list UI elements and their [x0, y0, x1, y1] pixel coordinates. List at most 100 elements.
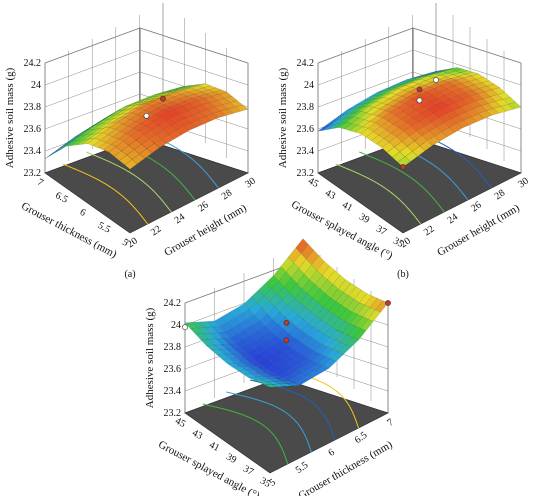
surface-facet	[401, 136, 415, 147]
surface-facet	[423, 122, 437, 132]
surface-facet	[382, 87, 396, 92]
surface-facet	[415, 105, 429, 115]
y-tick-label: 39	[224, 452, 238, 466]
surface-facet	[419, 75, 434, 81]
surface-facet	[332, 274, 346, 290]
surface-facet	[349, 314, 363, 327]
surface-facet	[310, 302, 324, 317]
surface-facet	[309, 270, 323, 285]
surface-facet	[451, 88, 466, 96]
surface-facet	[213, 344, 227, 350]
surface-facet	[286, 382, 300, 387]
surface-facet	[433, 85, 448, 93]
y-tick-label: 41	[207, 440, 221, 454]
surface-facet	[77, 127, 91, 137]
surface-facet	[252, 369, 267, 374]
surface-facet	[380, 89, 394, 96]
surface-facet	[398, 122, 412, 132]
z-tick-label: 24	[304, 80, 314, 91]
contour-line	[359, 151, 445, 213]
surface-facet	[405, 118, 419, 127]
surface-facet	[315, 365, 330, 373]
surface-facet	[433, 108, 447, 119]
surface-facet	[170, 89, 184, 93]
surface-facet	[333, 304, 347, 319]
surface-facet	[397, 103, 411, 112]
surface-facet	[463, 116, 478, 126]
surface-facet	[237, 370, 252, 375]
surface-facet	[426, 136, 441, 146]
surface-facet	[408, 130, 423, 142]
surface-facet	[241, 362, 256, 367]
surface-facet	[458, 111, 472, 121]
surface-facet	[378, 129, 392, 139]
surface-facet	[319, 279, 334, 294]
surface-facet	[253, 344, 267, 354]
surface-facet	[327, 270, 341, 285]
surface-facet	[253, 379, 267, 383]
y-tick-label: 7	[35, 177, 45, 189]
z-gridline	[317, 49, 522, 86]
surface-facet	[182, 84, 195, 88]
x-tick-label: 24	[446, 212, 461, 227]
surface-facet	[173, 93, 188, 100]
surface-facet	[409, 76, 423, 82]
surface-facet	[276, 378, 289, 382]
surface-facet	[338, 121, 353, 130]
surface-facet	[195, 333, 209, 341]
surface-facet	[388, 94, 402, 101]
surface-facet	[428, 126, 443, 137]
surface-facet	[257, 372, 272, 377]
surface-facet	[272, 367, 286, 377]
panel-3: 23.2 23.4 23.6 23.8 24 24.2 Adhesive soil mass…	[144, 238, 396, 496]
surface-facet	[281, 292, 295, 306]
surface-facet	[180, 91, 195, 97]
design-point	[143, 112, 150, 119]
surface-facet	[471, 113, 485, 123]
surface-facet	[367, 122, 381, 132]
surface-facet	[443, 78, 458, 83]
surface-facet	[347, 325, 361, 338]
surface-facet	[457, 92, 471, 100]
surface-facet	[352, 328, 367, 341]
surface-facet	[417, 98, 431, 107]
surface-facet	[417, 80, 432, 86]
surface-facet	[110, 110, 124, 116]
surface-facet	[480, 103, 494, 111]
surface-facet	[399, 146, 413, 157]
surface-facet	[445, 110, 460, 119]
surface-facet	[168, 91, 182, 98]
surface-facet	[114, 123, 128, 132]
surface-facet	[268, 335, 282, 345]
y-tick-label: 45	[173, 416, 187, 430]
surface-facet	[188, 89, 202, 95]
surface-facet	[327, 339, 341, 350]
surface-facet	[238, 352, 253, 359]
surface-facet	[305, 297, 319, 313]
surface-facet	[392, 151, 406, 163]
surface-facet	[301, 279, 316, 294]
surface-facet	[294, 355, 309, 364]
surface-facet	[225, 348, 240, 354]
surface-facet	[326, 314, 340, 328]
surface-facet	[476, 76, 490, 83]
surface-facet	[394, 141, 408, 153]
z-axis-title: Adhesive soil mass (g)	[277, 67, 289, 168]
surface-facet	[213, 89, 228, 95]
surface-facet	[68, 135, 82, 145]
surface-facet	[346, 116, 360, 124]
surface-facet	[191, 96, 206, 101]
surface-facet	[124, 159, 138, 170]
y-tick-label: 37	[241, 464, 255, 478]
surface-facet	[369, 115, 384, 124]
surface-facet	[453, 107, 467, 116]
surface-facet	[94, 132, 108, 141]
surface-facet	[372, 126, 387, 136]
surface-facet	[285, 262, 300, 278]
design-point	[283, 319, 290, 326]
surface-facet	[397, 85, 412, 91]
surface-facet	[441, 81, 455, 89]
surface-facet	[330, 288, 344, 302]
surface-facet	[298, 333, 313, 345]
surface-facet	[384, 106, 398, 113]
